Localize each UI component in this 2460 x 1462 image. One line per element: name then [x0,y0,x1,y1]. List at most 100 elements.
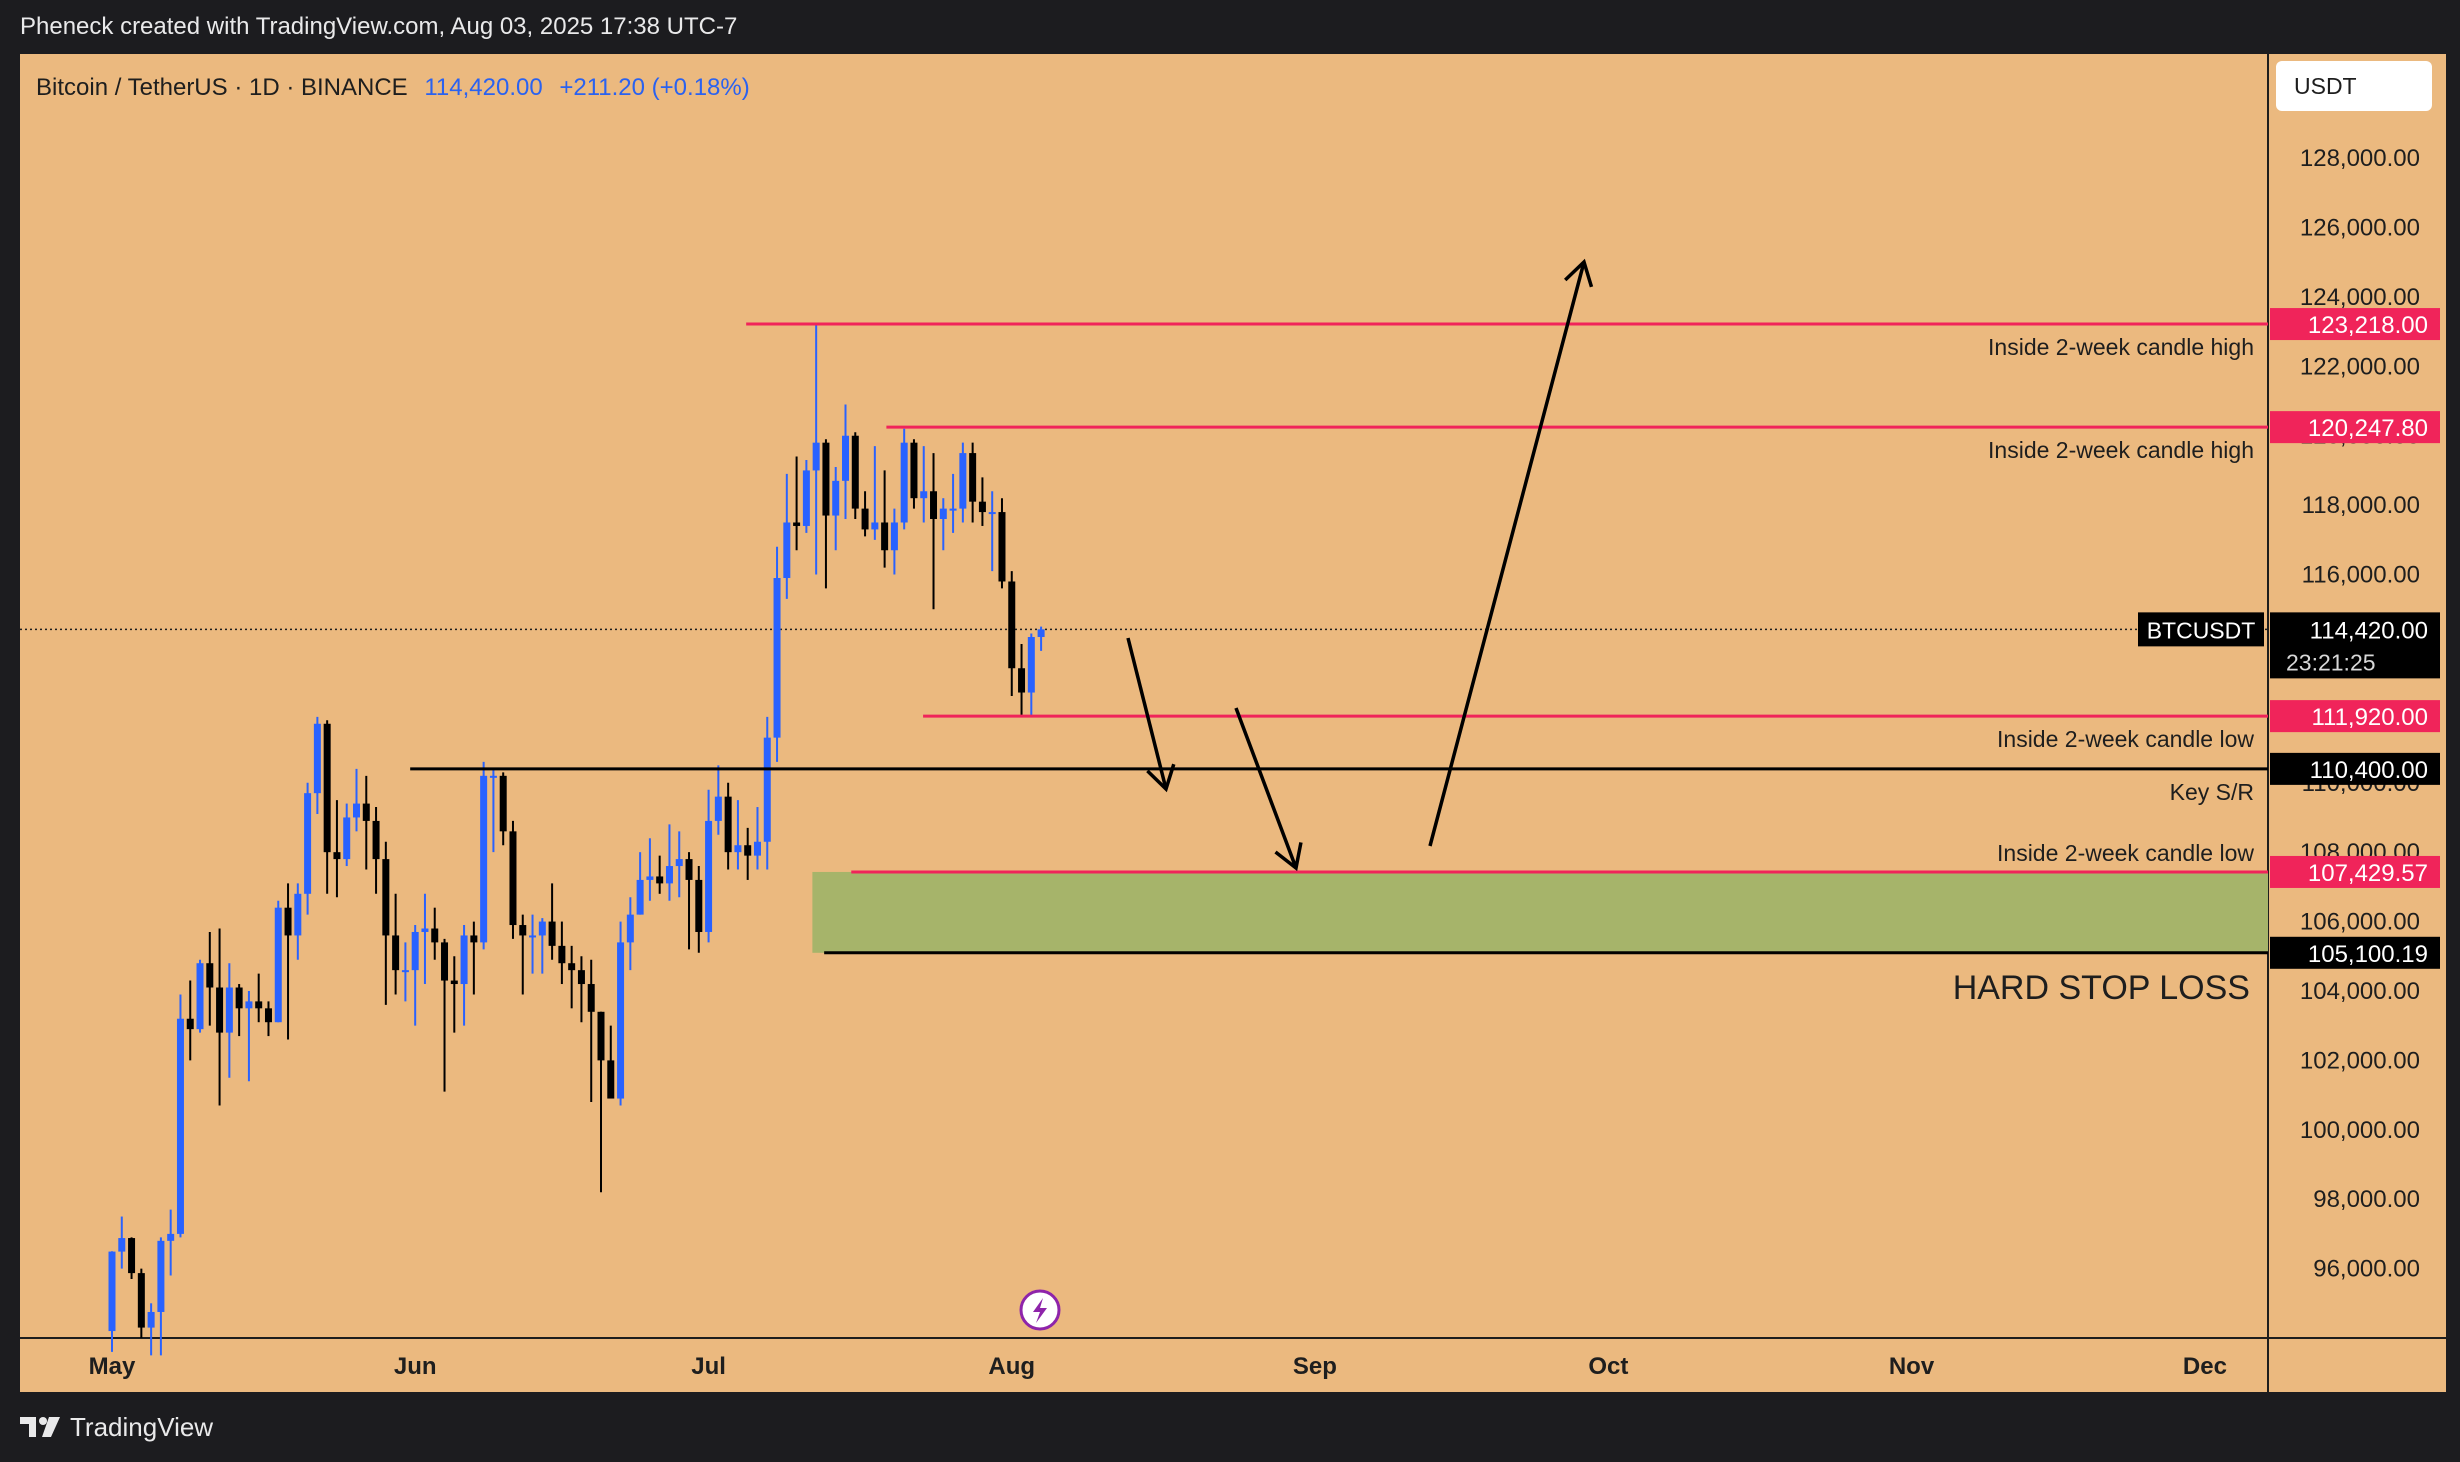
candle-body [313,723,321,794]
candle-body [411,931,419,971]
y-tick-label: 104,000.00 [2300,978,2420,1005]
bar-countdown: 23:21:25 [2286,649,2376,675]
candle-body [509,831,517,926]
candle-body [861,508,869,530]
time-axis[interactable] [20,1338,2446,1392]
projection-arrow-down-1 [1126,637,1168,790]
y-tick-label: 116,000.00 [2302,562,2420,589]
candle-body [1008,581,1016,669]
candle-body [753,841,761,856]
candle-body [529,935,537,938]
candle-body [705,820,713,932]
candle-body [939,508,947,520]
candle-body [646,876,654,880]
candle-body [881,522,889,551]
support-zone [812,871,2268,953]
candle-body [548,921,556,946]
level-note: Key S/R [2170,779,2254,805]
candle-body [597,1011,605,1061]
legend-change: +211.20 (+0.18%) [559,74,750,101]
y-tick-label: 102,000.00 [2300,1047,2420,1074]
candle-body [675,859,683,867]
level-note: Inside 2-week candle low [1997,726,2254,752]
candle-body [245,1001,253,1009]
candle-body [920,491,928,499]
candle-body [147,1311,155,1328]
candle-body [900,442,908,523]
candle-body [353,803,360,818]
candle-body [626,914,634,943]
candle-body [978,501,986,513]
symbol-tag [2138,612,2264,647]
level-price-tag [2270,308,2440,341]
candle-body [216,987,224,1033]
candle-body [685,859,693,880]
candle-body [206,963,214,988]
candle-body [480,775,488,943]
candle-body [108,1251,116,1332]
candle-body [636,879,644,915]
candle-body [656,876,664,884]
candle-body [665,866,673,884]
y-tick-label: 124,000.00 [2300,284,2420,311]
candle-body [128,1238,136,1274]
candle-body [587,984,595,1012]
candle-body [382,859,390,936]
candle-body [851,435,859,509]
candle-body [871,522,879,530]
candle-body [176,1018,184,1234]
candle-body [783,522,791,579]
x-tick-label: Aug [988,1353,1035,1380]
candlestick-chart[interactable]: 128,000.00 126,000.00 124,000.00 122,000.00… [0,0,2460,1392]
candle-body [519,925,527,936]
y-tick-label: 106,000.00 [2300,909,2420,936]
candle-body [802,470,810,526]
y-tick-label: 100,000.00 [2300,1117,2420,1144]
candle-body [822,442,830,516]
candle-body [343,817,351,860]
candle-body [157,1240,165,1312]
candle-body [734,845,742,853]
candle-body [235,987,243,1009]
level-price-tag [2270,752,2440,785]
symbol-tag-label: BTCUSDT [2147,617,2256,643]
candle-body [744,845,752,856]
candle-body [401,970,409,973]
candle-body [617,942,625,1099]
candle-body [714,796,722,821]
projection-arrow-up [1428,261,1586,847]
candle-body [372,820,380,860]
candle-body [441,942,449,981]
footer-bar: TradingView [0,1392,2460,1462]
candle-body [538,921,546,936]
candle-body [470,935,478,943]
y-tick-label: 126,000.00 [2300,215,2420,242]
candle-body [812,442,820,471]
y-tick-label: 122,000.00 [2300,353,2420,380]
last-price-label: 114,420.00 [2310,617,2428,644]
candle-body [304,793,312,894]
candle-body [186,1018,194,1030]
level-price-label: 110,400.00 [2310,757,2428,784]
candle-body [333,852,341,860]
last-price-tag [2270,612,2440,679]
candle-body [724,796,732,853]
candle-body [362,803,370,821]
candle-body [607,1060,615,1099]
tradingview-logo[interactable]: TradingView [18,1392,213,1462]
projection-arrow-down-1-head [1146,763,1176,793]
price-axis[interactable] [2268,54,2446,1338]
x-tick-label: Oct [1588,1353,1628,1380]
y-tick-label: 128,000.00 [2300,145,2420,172]
projection-arrow-up-head [1563,258,1594,288]
level-note: Inside 2-week candle high [1988,334,2254,360]
y-tick-label: 96,000.00 [2313,1256,2420,1283]
level-price-tag [2270,855,2440,888]
candle-body [930,491,938,520]
level-price-tag [2270,411,2440,444]
lightning-bolt-glyph [1033,1298,1047,1323]
candle-body [450,980,458,985]
currency-selector-button[interactable]: USDT [2276,61,2432,111]
level-price-tag [2270,700,2440,733]
candle-body [998,512,1006,582]
